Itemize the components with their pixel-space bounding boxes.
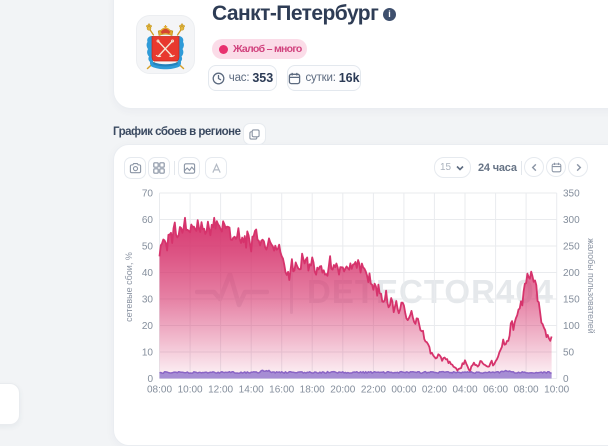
svg-text:350: 350 — [563, 189, 580, 200]
svg-text:00:00: 00:00 — [391, 385, 416, 396]
svg-text:10:00: 10:00 — [544, 385, 569, 396]
svg-text:20: 20 — [142, 321, 154, 332]
svg-text:10: 10 — [142, 348, 154, 359]
svg-text:0: 0 — [147, 374, 153, 385]
svg-text:06:00: 06:00 — [483, 385, 508, 396]
svg-text:300: 300 — [563, 215, 580, 226]
svg-text:14:00: 14:00 — [239, 385, 264, 396]
svg-text:250: 250 — [563, 242, 580, 253]
svg-text:08:00: 08:00 — [514, 385, 539, 396]
svg-text:жалобы пользователей: жалобы пользователей — [586, 238, 596, 334]
svg-text:150: 150 — [563, 295, 580, 306]
svg-text:02:00: 02:00 — [422, 385, 447, 396]
svg-text:12:00: 12:00 — [208, 385, 233, 396]
svg-text:22:00: 22:00 — [361, 385, 386, 396]
svg-text:100: 100 — [563, 321, 580, 332]
svg-text:50: 50 — [142, 242, 154, 253]
svg-text:18:00: 18:00 — [300, 385, 325, 396]
svg-text:20:00: 20:00 — [330, 385, 355, 396]
svg-text:30: 30 — [142, 295, 154, 306]
svg-text:200: 200 — [563, 268, 580, 279]
svg-text:0: 0 — [563, 374, 569, 385]
svg-text:16:00: 16:00 — [269, 385, 294, 396]
svg-text:сетевые сбои, %: сетевые сбои, % — [124, 252, 134, 322]
svg-text:40: 40 — [142, 268, 154, 279]
svg-text:60: 60 — [142, 215, 154, 226]
svg-text:10:00: 10:00 — [178, 385, 203, 396]
svg-text:08:00: 08:00 — [147, 385, 172, 396]
svg-text:50: 50 — [563, 348, 575, 359]
svg-text:70: 70 — [142, 189, 154, 200]
svg-text:04:00: 04:00 — [452, 385, 477, 396]
